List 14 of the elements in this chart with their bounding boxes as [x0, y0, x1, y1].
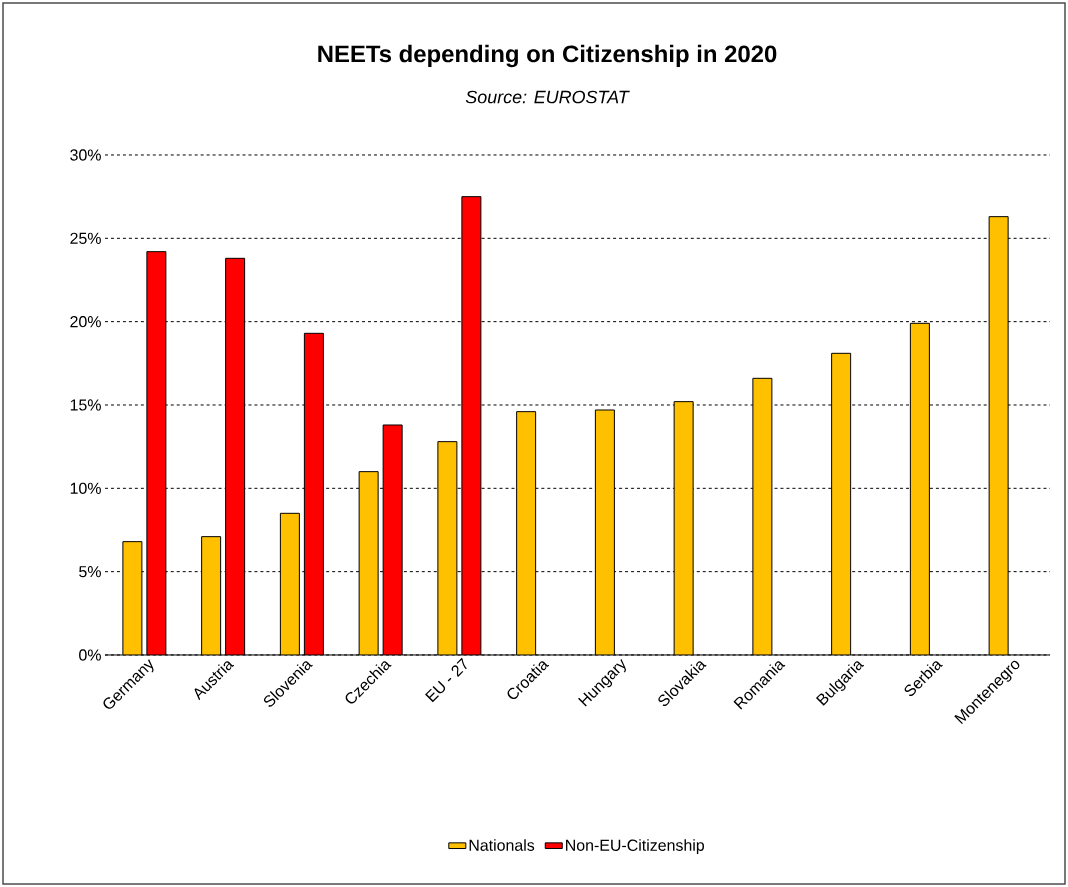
y-tick-label: 15% [70, 399, 101, 411]
y-tick-label: 0% [79, 649, 101, 661]
legend-label: Non-EU-Citizenship [566, 839, 705, 855]
chart-subtitle: Source: EUROSTAT [465, 90, 630, 104]
y-tick-label: 20% [70, 316, 101, 328]
bar [225, 258, 245, 655]
y-tick-label: 5% [79, 566, 101, 578]
bar [304, 333, 324, 655]
y-tick-label: 10% [70, 482, 101, 494]
y-tick-label: 25% [70, 232, 101, 244]
x-tick-label: EU - 27 [425, 657, 467, 703]
y-tick-label: 30% [70, 149, 101, 161]
chart-title: NEETs depending on Citizenship in 2020 [318, 44, 777, 68]
legend-label: Nationals [469, 839, 535, 851]
